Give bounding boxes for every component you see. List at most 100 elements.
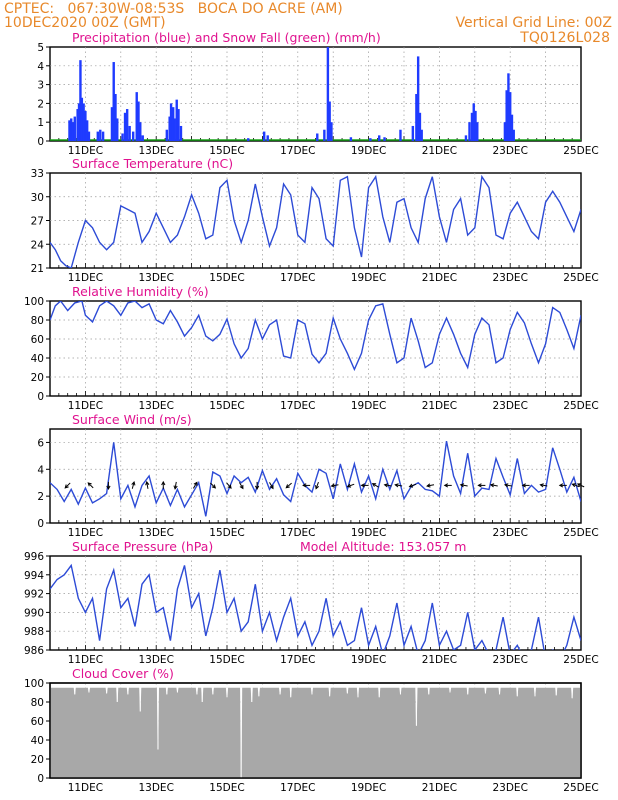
precip-bar [87, 131, 91, 141]
wind-arrow [131, 481, 136, 489]
y-tick-label: 0 [37, 391, 44, 403]
precip-bar [326, 47, 330, 141]
x-tick-label: 17DEC [280, 145, 315, 157]
precip-bar [509, 92, 512, 141]
wind-arrow [371, 483, 379, 488]
y-tick-label: 996 [24, 551, 44, 563]
precip-bar [418, 112, 422, 141]
precip-bar [349, 137, 353, 141]
wind-arrow [330, 483, 339, 488]
precip-bar [125, 109, 129, 141]
precip-bar [79, 60, 82, 141]
y-tick-label: 24 [31, 239, 45, 251]
precip-bar [128, 125, 131, 141]
precip-bar [110, 107, 114, 141]
precip-bar [464, 135, 468, 141]
x-tick-label: 13DEC [138, 272, 173, 284]
y-tick-label: 3 [37, 80, 44, 92]
y-tick-label: 0 [37, 773, 44, 785]
x-tick-label: 21DEC [422, 272, 457, 284]
x-tick-label: 19DEC [351, 654, 386, 666]
panel-6: 0 20 40 60 80 100 11DEC 13DEC 15DEC 17DEC 19DEC 21D… [24, 666, 599, 794]
precip-bar [179, 125, 183, 141]
cloud-cover-area [50, 687, 581, 778]
precip-bar [470, 112, 474, 141]
panel-annotation: Model Altitude: 153.057 m [300, 539, 466, 554]
wind-arrow [192, 481, 198, 489]
x-tick-label: 19DEC [351, 782, 386, 794]
y-tick-label: 990 [24, 607, 44, 619]
precip-bar [378, 135, 381, 141]
precip-bar [468, 122, 471, 141]
x-tick-label: 25DEC [563, 272, 598, 284]
x-tick-label: 25DEC [563, 782, 598, 794]
wind-arrow [346, 483, 355, 488]
header-run-time: 10DEC2020 00Z (GMT) [4, 15, 166, 31]
y-tick-label: 40 [31, 353, 44, 365]
x-tick-label: 19DEC [351, 272, 386, 284]
x-tick-label: 13DEC [138, 400, 173, 412]
panel-title: Surface Wind (m/s) [72, 412, 192, 427]
x-tick-label: 11DEC [68, 400, 103, 412]
x-tick-label: 21DEC [422, 400, 457, 412]
wind-arrow [539, 483, 548, 488]
precip-bar [171, 107, 175, 141]
precip-bar [383, 137, 386, 141]
x-tick-label: 13DEC [138, 527, 173, 539]
header-grid-note: Vertical Grid Line: 00Z [455, 15, 612, 31]
panel-1: 0 1 2 3 4 5 11DEC 13DEC 15DEC 17DEC 19DEC 21DEC 23DE… [37, 30, 598, 157]
precip-bar [96, 131, 99, 141]
y-tick-label: 1 [37, 117, 44, 129]
wind-arrow [571, 483, 580, 488]
wind-arrow [269, 482, 274, 490]
wind-arrow [106, 481, 111, 490]
y-tick-label: 2 [37, 491, 44, 503]
wind-arrow [87, 482, 94, 489]
x-tick-label: 25DEC [563, 527, 598, 539]
precip-bar [177, 109, 180, 141]
y-tick-label: 60 [31, 716, 44, 728]
x-tick-label: 23DEC [492, 527, 527, 539]
precip-bar [135, 92, 138, 141]
header-station: CPTEC: 067:30W-08:53S BOCA DO ACRE (AM) [4, 1, 343, 17]
y-tick-label: 0 [37, 518, 44, 530]
y-tick-label: 27 [31, 216, 44, 228]
x-tick-label: 17DEC [280, 782, 315, 794]
x-tick-label: 15DEC [209, 145, 244, 157]
y-tick-label: 100 [24, 678, 44, 690]
x-tick-label: 21DEC [422, 527, 457, 539]
precip-bar [510, 114, 514, 141]
y-tick-label: 0 [37, 136, 44, 148]
x-tick-label: 15DEC [209, 654, 244, 666]
x-tick-label: 11DEC [68, 145, 103, 157]
panel-5: 986 988 990 992 994 996 11DEC 13DEC 15DEC 17DEC 19… [24, 539, 599, 666]
precip-bar [266, 135, 269, 141]
precip-bar [71, 122, 75, 141]
panel-frame [49, 428, 582, 524]
wind-arrow [459, 483, 468, 488]
x-tick-label: 23DEC [492, 272, 527, 284]
precip-bar [472, 103, 475, 141]
series-line [50, 174, 581, 268]
y-tick-label: 20 [31, 754, 44, 766]
wind-arrow [64, 482, 71, 489]
y-tick-label: 992 [24, 589, 44, 601]
x-tick-label: 17DEC [280, 400, 315, 412]
precip-bar [411, 125, 415, 141]
precip-bar [474, 110, 477, 141]
panel-title: Relative Humidity (%) [72, 284, 209, 299]
x-tick-label: 23DEC [492, 782, 527, 794]
wind-arrow [408, 483, 417, 488]
header-model-code: TQ0126L028 [520, 30, 610, 46]
wind-arrow [443, 483, 452, 488]
series-line [50, 440, 581, 517]
x-tick-label: 19DEC [351, 145, 386, 157]
precip-bar [68, 120, 71, 141]
wind-arrow [503, 483, 512, 488]
series-line [50, 563, 581, 650]
panel-frame [49, 300, 582, 397]
panel-2: 21 24 27 30 33 11DEC 13DEC 15DEC 17DEC 19DEC 21DEC… [31, 156, 599, 284]
y-tick-label: 2 [37, 98, 44, 110]
panel-title: Cloud Cover (%) [72, 666, 174, 681]
